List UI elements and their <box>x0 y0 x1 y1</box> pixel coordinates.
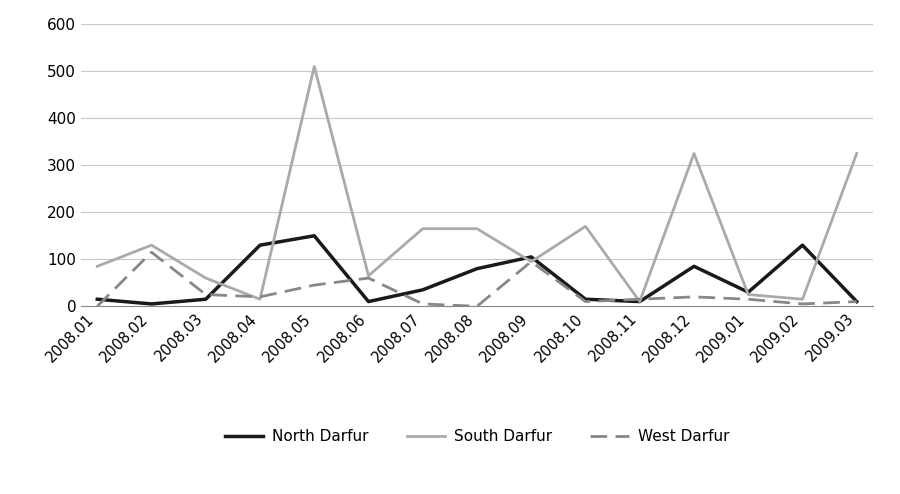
North Darfur <box>255 242 266 248</box>
Legend: North Darfur, South Darfur, West Darfur: North Darfur, South Darfur, West Darfur <box>219 423 735 450</box>
South Darfur <box>201 275 212 281</box>
South Darfur <box>146 242 157 248</box>
South Darfur <box>797 296 808 302</box>
West Darfur <box>418 301 428 307</box>
South Darfur <box>851 151 862 157</box>
West Darfur <box>201 291 212 297</box>
North Darfur <box>201 296 212 302</box>
North Darfur <box>797 242 808 248</box>
West Darfur <box>851 298 862 304</box>
West Darfur <box>92 303 103 309</box>
North Darfur <box>851 298 862 304</box>
West Darfur <box>526 259 536 265</box>
Line: North Darfur: North Darfur <box>97 236 857 304</box>
North Darfur <box>363 298 374 304</box>
West Darfur <box>634 296 645 302</box>
South Darfur <box>255 296 266 302</box>
West Darfur <box>688 294 699 300</box>
North Darfur <box>580 296 591 302</box>
South Darfur <box>472 226 482 232</box>
North Darfur <box>418 287 428 293</box>
West Darfur <box>580 298 591 304</box>
Line: West Darfur: West Darfur <box>97 252 857 306</box>
North Darfur <box>634 298 645 304</box>
North Darfur <box>309 233 320 239</box>
North Darfur <box>472 266 482 272</box>
North Darfur <box>688 263 699 269</box>
South Darfur <box>526 259 536 265</box>
South Darfur <box>418 226 428 232</box>
South Darfur <box>92 263 103 269</box>
South Darfur <box>309 64 320 70</box>
West Darfur <box>363 275 374 281</box>
South Darfur <box>688 151 699 157</box>
South Darfur <box>580 223 591 229</box>
West Darfur <box>472 303 482 309</box>
North Darfur <box>526 254 536 260</box>
West Darfur <box>255 294 266 300</box>
West Darfur <box>742 296 753 302</box>
Line: South Darfur: South Darfur <box>97 67 857 301</box>
West Darfur <box>797 301 808 307</box>
North Darfur <box>92 296 103 302</box>
North Darfur <box>742 289 753 295</box>
South Darfur <box>634 298 645 304</box>
North Darfur <box>146 301 157 307</box>
South Darfur <box>742 291 753 297</box>
West Darfur <box>309 282 320 288</box>
South Darfur <box>363 273 374 279</box>
West Darfur <box>146 249 157 255</box>
